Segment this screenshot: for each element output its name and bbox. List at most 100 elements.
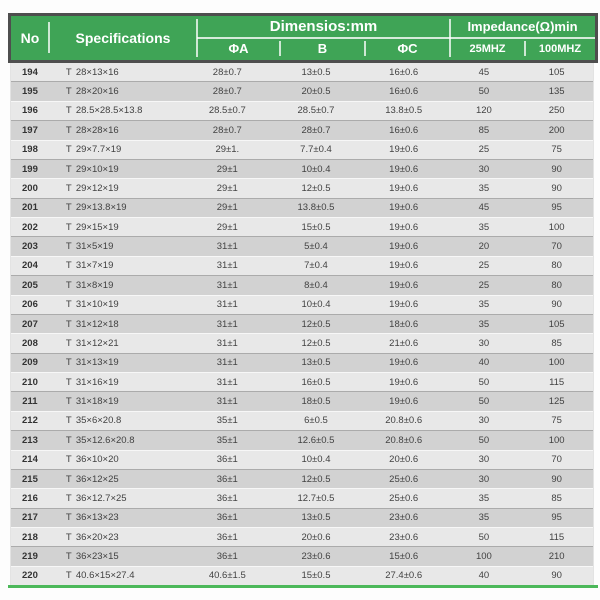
cell-b: 28.5±0.7 [297, 105, 335, 117]
cell-phi-a: 36±1 [216, 531, 238, 543]
cell-phi-a: 31±1 [216, 241, 238, 253]
spec-dimensions: 28×13×16 [75, 66, 119, 78]
table-row: 213 T 35×12.6×20.8 35±1 12.6±0.5 20.8±0.6… [11, 430, 593, 450]
spec-type-prefix: T [65, 124, 72, 136]
table-rows: 194 T 28×13×16 28±0.7 13±0.5 16±0.6 45 10… [10, 63, 594, 586]
cell-100mhz: 115 [549, 376, 565, 388]
cell-specification: T 28.5×28.5×13.8 [49, 105, 183, 116]
cell-b: 13±0.5 [301, 512, 331, 524]
cell-phi-c: 19±0.6 [389, 396, 419, 408]
spec-type-prefix: T [65, 357, 72, 369]
cell-specification: T 29×12×19 [49, 183, 183, 194]
spec-dimensions: 40.6×15×27.4 [75, 570, 135, 582]
cell-b: 7.7±0.4 [300, 144, 332, 156]
header-no: No [20, 30, 40, 46]
cell-no: 197 [22, 124, 38, 136]
cell-25mhz: 35 [478, 512, 490, 524]
cell-b: 12±0.5 [301, 473, 331, 485]
cell-100mhz: 105 [548, 66, 565, 78]
cell-phi-c: 19±0.6 [389, 241, 419, 253]
cell-b: 6±0.5 [304, 415, 328, 427]
spec-dimensions: 28×28×16 [75, 124, 119, 136]
cell-specification: T 29×7.7×19 [49, 144, 183, 155]
cell-phi-a: 29±1. [215, 144, 240, 156]
table-row: 205 T 31×8×19 31±1 8±0.4 19±0.6 25 80 [11, 275, 593, 295]
table-row: 220 T 40.6×15×27.4 40.6±1.5 15±0.5 27.4±0… [11, 565, 593, 586]
cell-phi-c: 19±0.6 [389, 299, 419, 311]
spec-dimensions: 35×12.6×20.8 [75, 434, 135, 446]
spec-type-prefix: T [65, 454, 72, 466]
cell-phi-c: 19±0.6 [389, 279, 419, 291]
header-25mhz: 25MHZ [469, 42, 506, 55]
cell-b: 28±0.7 [301, 124, 331, 136]
spec-type-prefix: T [65, 182, 72, 194]
spec-type-prefix: T [65, 337, 72, 349]
cell-25mhz: 30 [478, 337, 490, 349]
table-row: 218 T 36×20×23 36±1 20±0.6 23±0.6 50 115 [11, 527, 593, 547]
cell-25mhz: 35 [478, 182, 490, 194]
table-row: 198 T 29×7.7×19 29±1. 7.7±0.4 19±0.6 25 7… [11, 139, 593, 159]
cell-phi-c: 21±0.6 [389, 337, 419, 349]
cell-specification: T 31×8×19 [49, 280, 183, 291]
table-row: 208 T 31×12×21 31±1 12±0.5 21±0.6 30 85 [11, 333, 593, 353]
cell-no: 207 [22, 318, 38, 330]
cell-b: 12±0.5 [301, 337, 331, 349]
spec-dimensions: 35×6×20.8 [75, 415, 122, 427]
cell-phi-a: 31±1 [216, 260, 238, 272]
table-row: 217 T 36×13×23 36±1 13±0.5 23±0.6 35 95 [11, 507, 593, 527]
spec-type-prefix: T [65, 66, 72, 78]
cell-phi-c: 19±0.6 [389, 260, 419, 272]
cell-specification: T 36×13×23 [49, 512, 183, 523]
cell-phi-a: 31±1 [216, 376, 238, 388]
cell-phi-c: 15±0.6 [389, 551, 419, 563]
cell-25mhz: 35 [478, 492, 490, 504]
header-specifications: Specifications [75, 30, 171, 46]
cell-25mhz: 25 [478, 260, 490, 272]
cell-phi-a: 28.5±0.7 [208, 105, 246, 117]
cell-phi-c: 25±0.6 [389, 473, 419, 485]
table-row: 207 T 31×12×18 31±1 12±0.5 18±0.6 35 105 [11, 313, 593, 334]
spec-dimensions: 31×18×19 [75, 396, 119, 408]
table-row: 199 T 29×10×19 29±1 10±0.4 19±0.6 30 90 [11, 158, 593, 179]
cell-b: 13±0.5 [301, 66, 331, 78]
header-group-impedance: Impedance(Ω)min 25MHZ 100MHZ [450, 16, 595, 60]
cell-b: 12±0.5 [301, 182, 331, 194]
cell-25mhz: 30 [478, 473, 490, 485]
spec-dimensions: 31×12×18 [75, 318, 119, 330]
spec-dimensions: 31×10×19 [75, 299, 119, 311]
cell-100mhz: 90 [551, 473, 562, 485]
cell-no: 200 [22, 182, 38, 194]
cell-phi-c: 20.8±0.6 [385, 434, 423, 446]
cell-phi-a: 31±1 [216, 396, 238, 408]
cell-b: 10±0.4 [301, 163, 331, 175]
cell-100mhz: 200 [548, 124, 565, 136]
cell-no: 220 [22, 570, 38, 582]
cell-phi-c: 16±0.6 [389, 86, 419, 98]
cell-specification: T 36×12×25 [49, 474, 183, 485]
cell-b: 20±0.6 [301, 531, 331, 543]
cell-25mhz: 35 [478, 318, 490, 330]
cell-100mhz: 80 [551, 279, 562, 291]
spec-type-prefix: T [65, 144, 72, 156]
header-b: B [317, 41, 328, 56]
cell-specification: T 36×12.7×25 [49, 493, 183, 504]
cell-phi-a: 36±1 [216, 512, 238, 524]
spec-type-prefix: T [65, 376, 72, 388]
cell-25mhz: 20 [478, 241, 490, 253]
spec-type-prefix: T [65, 260, 72, 272]
cell-25mhz: 35 [478, 299, 490, 311]
header-100mhz: 100MHZ [538, 42, 582, 55]
spec-type-prefix: T [65, 279, 72, 291]
cell-100mhz: 90 [551, 163, 562, 175]
cell-specification: T 31×13×19 [49, 357, 183, 368]
table-row: 197 T 28×28×16 28±0.7 28±0.7 16±0.6 85 20… [11, 120, 593, 140]
cell-b: 16±0.5 [301, 376, 331, 388]
cell-phi-a: 29±1 [216, 182, 238, 194]
cell-25mhz: 35 [478, 221, 490, 233]
cell-25mhz: 30 [478, 163, 490, 175]
cell-100mhz: 70 [551, 454, 562, 466]
cell-phi-a: 36±1 [216, 473, 238, 485]
table-row: 210 T 31×16×19 31±1 16±0.5 19±0.6 50 115 [11, 372, 593, 392]
header-impedance-title: Impedance(Ω)min [450, 16, 595, 39]
cell-no: 215 [22, 473, 38, 485]
